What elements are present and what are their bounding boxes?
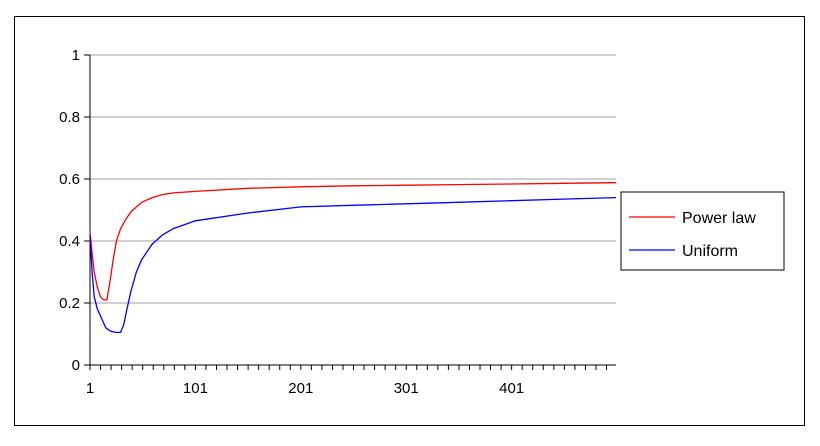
grid-layer xyxy=(90,54,616,304)
chart-svg: 0 0.2 0.4 0.6 0.8 1 1 101 201 301 401 Power law Uni… xyxy=(59,47,785,397)
legend-label-1: Uniform xyxy=(682,243,738,260)
axis-layer: 0 0.2 0.4 0.6 0.8 1 1 101 201 301 401 xyxy=(59,47,616,397)
x-tick-label-0: 1 xyxy=(86,380,94,397)
x-tick-label-1: 101 xyxy=(183,380,208,397)
x-tick-label-3: 301 xyxy=(394,380,419,397)
legend-box xyxy=(620,191,785,271)
series-line-power-law xyxy=(89,182,617,301)
y-tick-label-5: 1 xyxy=(72,47,80,64)
chart-frame: 0 0.2 0.4 0.6 0.8 1 1 101 201 301 401 Power law Uni… xyxy=(14,16,805,426)
series-layer xyxy=(89,182,617,334)
y-tick-label-3: 0.6 xyxy=(59,171,80,188)
x-tick-label-2: 201 xyxy=(288,380,313,397)
series-line-uniform xyxy=(89,196,617,334)
x-tick-label-4: 401 xyxy=(499,380,524,397)
y-tick-label-4: 0.8 xyxy=(59,109,80,126)
legend-label-0: Power law xyxy=(682,210,756,227)
y-tick-label-0: 0 xyxy=(72,357,80,374)
y-tick-label-1: 0.2 xyxy=(59,295,80,312)
y-tick-label-2: 0.4 xyxy=(59,233,80,250)
legend: Power law Uniform xyxy=(620,191,785,271)
